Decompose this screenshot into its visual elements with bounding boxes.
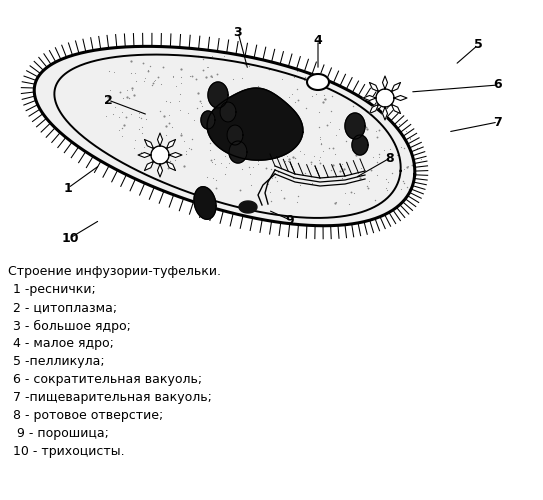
- Polygon shape: [151, 146, 169, 164]
- Polygon shape: [207, 88, 303, 160]
- Polygon shape: [201, 111, 215, 129]
- Text: 6: 6: [494, 78, 502, 92]
- Polygon shape: [369, 104, 378, 114]
- Text: 4 - малое ядро;: 4 - малое ядро;: [13, 338, 114, 350]
- Text: 1 -реснички;: 1 -реснички;: [13, 284, 96, 296]
- Text: 8 - ротовое отверстие;: 8 - ротовое отверстие;: [13, 410, 163, 422]
- Polygon shape: [144, 140, 154, 148]
- Polygon shape: [227, 125, 243, 145]
- Polygon shape: [394, 96, 407, 100]
- Polygon shape: [392, 82, 401, 92]
- Polygon shape: [363, 96, 376, 100]
- Polygon shape: [157, 133, 162, 146]
- Text: 5: 5: [473, 38, 482, 52]
- Text: 9: 9: [286, 214, 294, 226]
- Polygon shape: [376, 89, 394, 107]
- Polygon shape: [239, 201, 257, 213]
- Polygon shape: [144, 162, 154, 170]
- Text: 1: 1: [64, 182, 72, 194]
- Polygon shape: [169, 152, 182, 158]
- Text: 3: 3: [233, 26, 242, 38]
- Polygon shape: [382, 76, 388, 89]
- Text: 6 - сократительная вакуоль;: 6 - сократительная вакуоль;: [13, 374, 202, 386]
- Text: Строение инфузории-туфельки.: Строение инфузории-туфельки.: [8, 266, 221, 278]
- Text: 3 - большое ядро;: 3 - большое ядро;: [13, 320, 131, 332]
- Polygon shape: [392, 104, 401, 114]
- Text: 2: 2: [104, 94, 112, 106]
- Text: 10: 10: [61, 232, 79, 244]
- Polygon shape: [166, 140, 175, 148]
- Polygon shape: [194, 186, 216, 220]
- Text: 9 - порошица;: 9 - порошица;: [13, 428, 109, 440]
- Polygon shape: [220, 102, 236, 122]
- Text: 7 -пищеварительная вакуоль;: 7 -пищеварительная вакуоль;: [13, 392, 212, 404]
- Text: 5 -пелликула;: 5 -пелликула;: [13, 356, 105, 368]
- Polygon shape: [229, 141, 247, 163]
- Polygon shape: [208, 82, 228, 108]
- Text: 2 - цитоплазма;: 2 - цитоплазма;: [13, 302, 117, 314]
- Text: 10 - трихоцисты.: 10 - трихоцисты.: [13, 446, 125, 458]
- Text: 8: 8: [386, 152, 394, 164]
- Text: 4: 4: [314, 34, 323, 46]
- Polygon shape: [382, 107, 388, 120]
- Polygon shape: [138, 152, 151, 158]
- Polygon shape: [307, 74, 329, 90]
- Polygon shape: [157, 164, 162, 177]
- Polygon shape: [345, 113, 365, 139]
- Polygon shape: [166, 162, 175, 170]
- Polygon shape: [352, 135, 368, 155]
- Polygon shape: [369, 82, 378, 92]
- Polygon shape: [34, 46, 415, 226]
- Text: 7: 7: [494, 116, 502, 128]
